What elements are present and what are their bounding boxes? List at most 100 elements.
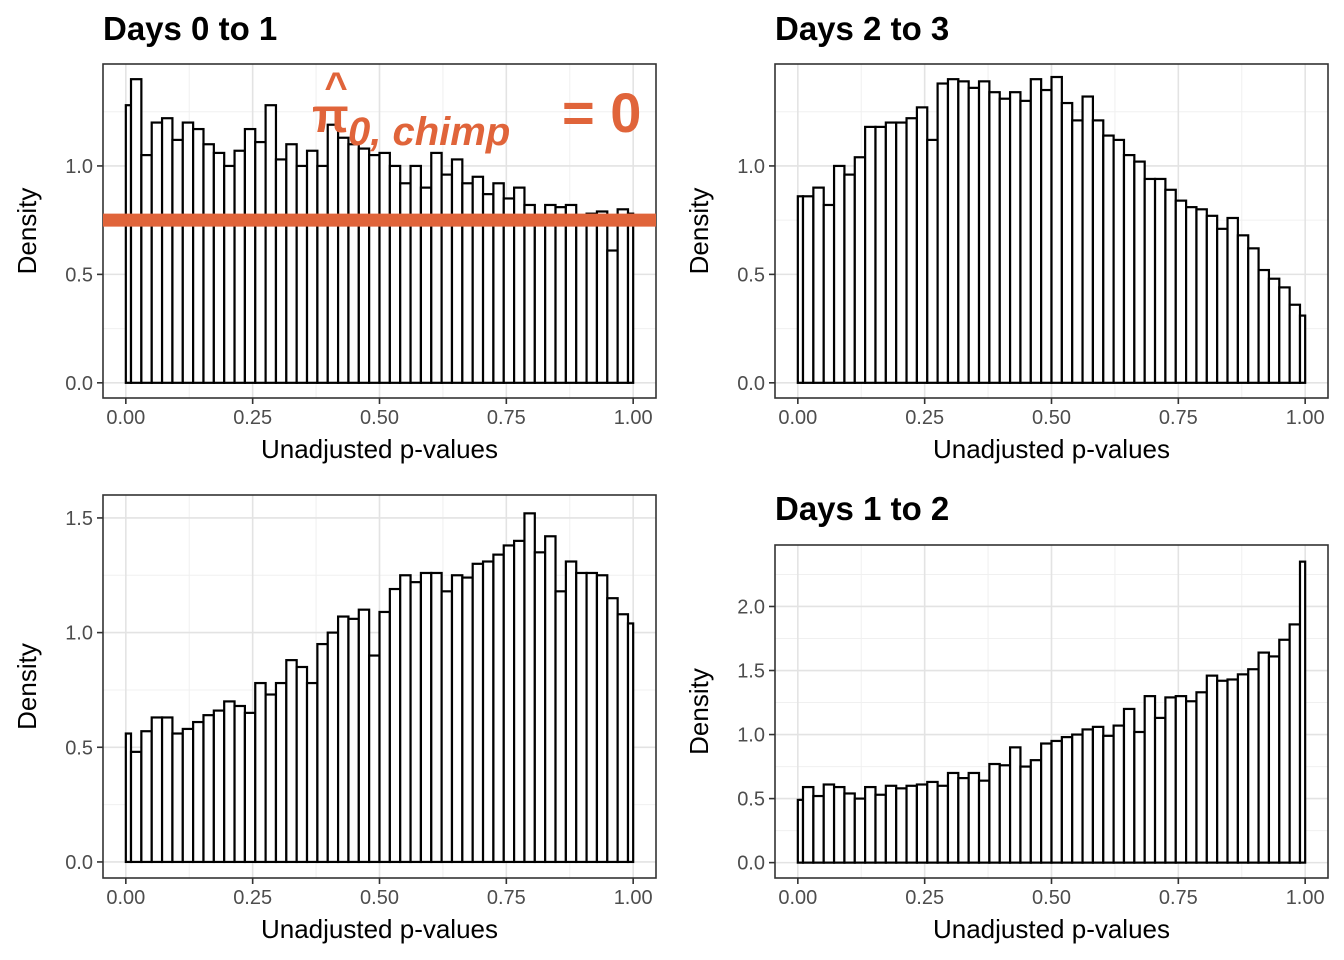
histogram-bar (926, 780, 939, 864)
y-tick-label: 1.5 (65, 508, 93, 530)
histogram-bar (336, 136, 350, 384)
x-tick-label: 0.25 (905, 407, 944, 429)
histogram-bar (1267, 655, 1281, 864)
histogram-bar (150, 716, 164, 864)
x-tick-label: 0.25 (233, 407, 272, 429)
histogram-bar (988, 762, 1001, 864)
histogram-bar (129, 750, 143, 864)
histogram-bar (523, 203, 536, 384)
histogram-bar (998, 97, 1012, 384)
histogram-bar (1112, 138, 1126, 384)
y-tick-label: 0.0 (65, 373, 93, 395)
histogram-bar (575, 571, 588, 864)
histogram-bar (1050, 75, 1063, 384)
x-axis-label: Unadjusted p-values (261, 914, 498, 944)
histogram-bar (988, 91, 1001, 384)
x-tick-label: 0.00 (778, 407, 817, 429)
histogram-days-0-to-1: 0.00 0.25 0.50 0.75 1.00 0.0 0.5 1.0 Unadjusted … (12, 63, 657, 464)
y-axis-label: Density (12, 643, 42, 730)
histogram-bar (316, 642, 329, 864)
histogram-bar (915, 106, 929, 384)
histogram-bar (378, 151, 391, 384)
histogram-bar (295, 665, 309, 864)
histogram-bar (1071, 119, 1084, 384)
histogram-bar (326, 123, 340, 384)
annotation-equals: = 0 (562, 81, 641, 144)
histogram-bar (274, 681, 288, 864)
x-tick-label: 0.50 (360, 407, 399, 429)
histogram-bar (1102, 134, 1115, 384)
histogram-bar (1060, 101, 1074, 384)
histogram-bar (1236, 234, 1250, 384)
histogram-bar (1226, 678, 1239, 864)
histogram-bar (233, 704, 246, 864)
histogram-bar (1008, 91, 1022, 384)
y-tick-label: 1.0 (65, 623, 93, 645)
histogram-bar (523, 512, 536, 864)
histogram-bar (1195, 208, 1208, 384)
histogram-bar (1247, 247, 1260, 384)
histogram-bar (606, 249, 619, 384)
histogram-bar (874, 793, 887, 864)
histogram-bar (812, 186, 825, 384)
histogram-bar (977, 80, 991, 384)
histogram-bar (544, 535, 557, 864)
histogram-bar (492, 182, 505, 384)
histogram-bar (843, 792, 856, 864)
histogram-bar (977, 779, 991, 864)
histogram-bar (1288, 623, 1302, 864)
histogram-bar (264, 104, 278, 384)
histogram-bar (409, 164, 423, 384)
histogram-bar (378, 610, 391, 864)
x-tick-label: 1.00 (1286, 887, 1325, 909)
histogram-bar (430, 151, 443, 384)
panel-title: Days 2 to 3 (775, 10, 950, 47)
histogram-bar (853, 797, 867, 864)
histogram-bar (936, 784, 950, 864)
histogram-bar (1185, 206, 1198, 384)
histogram-bar (946, 78, 960, 384)
x-axis-label: Unadjusted p-values (933, 434, 1170, 464)
histogram-bar (1298, 560, 1307, 864)
histogram-bar (223, 700, 236, 864)
histogram-bar (1133, 730, 1146, 864)
y-tick-label: 0.5 (737, 789, 765, 811)
annotation-subscript: 0, chimp (348, 110, 510, 154)
histogram-bar (1298, 314, 1307, 384)
histogram-bar (533, 223, 547, 384)
y-axis-label: Density (684, 188, 714, 275)
histogram-bar (502, 544, 516, 864)
histogram-bar (399, 574, 412, 864)
histogram-bar (1008, 746, 1022, 864)
y-tick-label: 0.5 (65, 737, 93, 759)
histogram-bar (585, 571, 599, 864)
histogram-bar (357, 147, 371, 384)
histogram-bar (616, 208, 630, 384)
x-axis-label: Unadjusted p-values (933, 914, 1170, 944)
histogram-bar (926, 138, 939, 384)
histogram-bar (626, 212, 635, 384)
histogram-bar (357, 608, 371, 864)
histogram-bar (895, 121, 908, 384)
histogram-bar (233, 149, 246, 384)
histogram-bar (1205, 674, 1219, 864)
panel-days-0-to-1: Days 0 to 1 0.00 0.25 0.50 0.75 1.00 0.0 0.5 1.… (0, 0, 672, 480)
histogram-bar (544, 203, 557, 384)
histogram-bar (316, 164, 329, 384)
histogram-bar (554, 590, 567, 864)
histogram-bar (575, 221, 588, 384)
histogram-bar (1060, 736, 1074, 864)
histogram-bar (471, 562, 485, 864)
histogram-bar (1153, 716, 1167, 864)
histogram-untitled: 0.00 0.25 0.50 0.75 1.00 0.0 0.5 1.0 1.5 Unadjust… (12, 494, 657, 944)
histogram-bar (967, 86, 981, 384)
histogram-bar (864, 125, 877, 384)
histogram-bar (181, 121, 195, 384)
histogram-bar (1247, 668, 1260, 864)
histogram-bar (1019, 765, 1032, 864)
histogram-bar (212, 151, 226, 384)
histogram-bar (1236, 673, 1250, 864)
histogram-bar (905, 784, 918, 864)
y-tick-label: 0.0 (737, 373, 765, 395)
histogram-bar (305, 149, 319, 384)
